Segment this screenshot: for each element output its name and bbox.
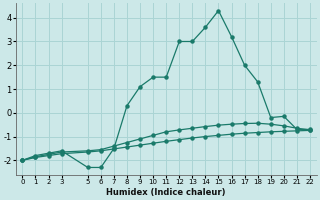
X-axis label: Humidex (Indice chaleur): Humidex (Indice chaleur) [107,188,226,197]
